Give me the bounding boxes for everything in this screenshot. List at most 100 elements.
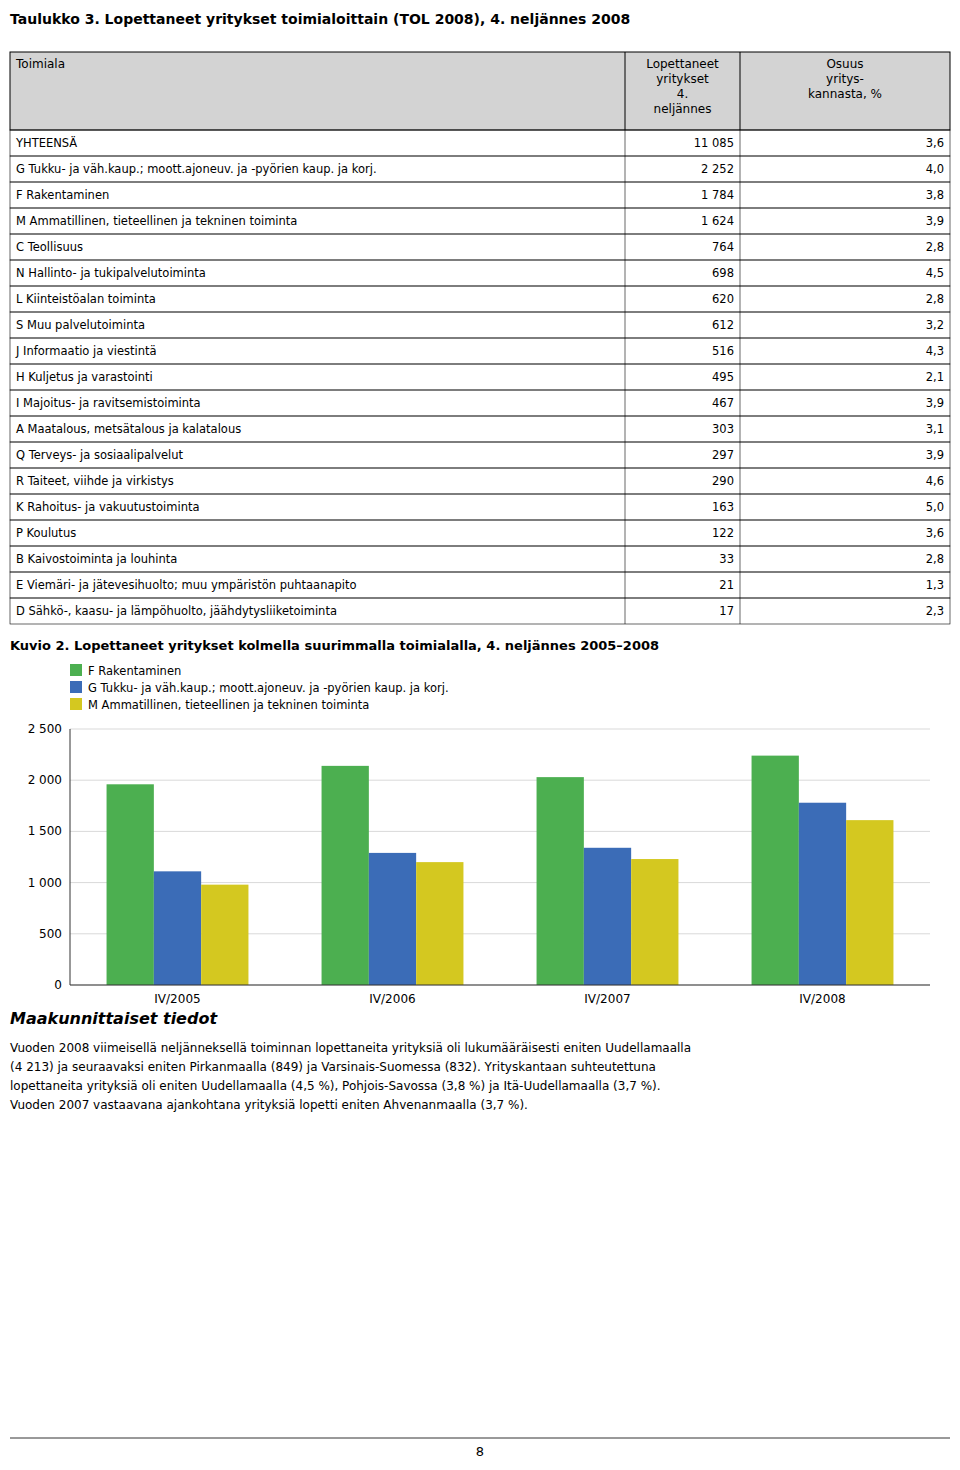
y-axis: 05001 0001 5002 0002 500 [28, 722, 930, 992]
page: Taulukko 3. Lopettaneet yritykset toimia… [0, 0, 960, 1470]
footer-line [10, 1438, 950, 1439]
chart: Kuvio 2. Lopettaneet yritykset kolmella … [10, 638, 930, 1006]
table-cell: 303 [712, 422, 734, 436]
table-cell: 495 [712, 370, 734, 384]
table-border [625, 390, 626, 416]
table-cell: 21 [719, 578, 734, 592]
table-cell: L Kiinteistöalan toiminta [16, 292, 156, 306]
table-header-line: kannasta, % [808, 87, 882, 101]
y-tick-label: 1 000 [28, 876, 62, 890]
table-cell: 122 [712, 526, 734, 540]
bar [154, 871, 201, 985]
table-cell: R Taiteet, viihde ja virkistys [16, 474, 174, 488]
body-text: lopettaneita yrityksiä oli eniten Uudell… [10, 1079, 661, 1093]
page-number: 8 [476, 1444, 484, 1459]
legend: F Rakentaminen G Tukku- ja väh.kaup.; moo… [70, 664, 449, 712]
grid-line [70, 780, 930, 781]
y-tick-label: 500 [39, 927, 62, 941]
table-border [740, 598, 741, 624]
table-border [740, 572, 741, 598]
table-row [10, 286, 950, 312]
page-title: Taulukko 3. Lopettaneet yritykset toimia… [10, 11, 630, 27]
table-row [10, 234, 950, 260]
table-cell: S Muu palvelutoiminta [16, 318, 145, 332]
table-cell: C Teollisuus [16, 240, 83, 254]
table-cell: N Hallinto- ja tukipalvelutoiminta [16, 266, 206, 280]
legend-entry: F Rakentaminen [88, 664, 181, 678]
table-row [10, 390, 950, 416]
y-tick-label: 0 [54, 978, 62, 992]
legend-swatch [70, 681, 82, 693]
table-border [740, 546, 741, 572]
table-row [10, 546, 950, 572]
section-title: Maakunnittaiset tiedot [10, 1009, 218, 1028]
x-tick-label: IV/2006 [369, 992, 415, 1006]
table-border [740, 156, 741, 182]
table-cell: J Informaatio ja viestintä [15, 344, 157, 358]
x-tick-label: IV/2008 [799, 992, 845, 1006]
table-cell: 290 [712, 474, 734, 488]
table-cell: 297 [712, 448, 734, 462]
table-cell: 17 [719, 604, 734, 618]
table-cell: G Tukku- ja väh.kaup.; moott.ajoneuv. ja… [16, 162, 377, 176]
body-text: (4 213) ja seuraavaksi eniten Pirkanmaal… [10, 1060, 656, 1074]
bar [416, 862, 463, 985]
grid-line [70, 985, 930, 986]
y-tick-label: 2 500 [28, 722, 62, 736]
legend-entry: M Ammatillinen, tieteellinen ja tekninen… [88, 698, 369, 712]
table-row [10, 572, 950, 598]
bar [799, 803, 846, 985]
bar [584, 848, 631, 985]
table-cell: 1,3 [926, 578, 944, 592]
table-border [625, 52, 626, 130]
x-tick-label: IV/2007 [584, 992, 630, 1006]
table-cell: 2,8 [926, 552, 944, 566]
table-header-line: yritykset [656, 72, 709, 86]
table-border [625, 546, 626, 572]
table-cell: 4,6 [926, 474, 944, 488]
table-row [10, 130, 950, 156]
table-border [625, 260, 626, 286]
table-border [625, 598, 626, 624]
legend-swatch [70, 664, 82, 676]
table-border [740, 390, 741, 416]
table-header: Lopettaneetyritykset4.neljännes [646, 57, 719, 116]
table-cell: 2,3 [926, 604, 944, 618]
table-border [625, 572, 626, 598]
table: ToimialaLopettaneetyritykset4.neljännesO… [10, 52, 950, 624]
table-header-line: Lopettaneet [646, 57, 719, 71]
x-tick-label: IV/2005 [154, 992, 200, 1006]
legend-swatch [70, 698, 82, 710]
table-cell: 5,0 [926, 500, 944, 514]
table-cell: 3,6 [926, 136, 944, 150]
table-cell: 2 252 [701, 162, 734, 176]
legend-entry: G Tukku- ja väh.kaup.; moott.ajoneuv. ja… [88, 681, 449, 695]
table-cell: 3,9 [926, 214, 944, 228]
table-row [10, 338, 950, 364]
table-border [625, 312, 626, 338]
table-cell: 3,9 [926, 448, 944, 462]
table-border [740, 260, 741, 286]
table-border [625, 520, 626, 546]
table-cell: 11 085 [694, 136, 734, 150]
table-cell: H Kuljetus ja varastointi [16, 370, 153, 384]
table-header-line: neljännes [654, 102, 712, 116]
body-text: Vuoden 2007 vastaavana ajankohtana yrity… [10, 1098, 528, 1112]
table-border [740, 130, 741, 156]
table-border [625, 442, 626, 468]
table-cell: 1 784 [701, 188, 734, 202]
table-border [625, 494, 626, 520]
table-cell: 4,5 [926, 266, 944, 280]
table-cell: 764 [712, 240, 734, 254]
y-tick-label: 2 000 [28, 773, 62, 787]
table-cell: 612 [712, 318, 734, 332]
table-cell: 1 624 [701, 214, 734, 228]
bar [322, 766, 369, 985]
table-cell: 698 [712, 266, 734, 280]
bar [752, 756, 799, 985]
table-header-line: 4. [677, 87, 688, 101]
table-border [740, 234, 741, 260]
table-border [740, 520, 741, 546]
table-header: Osuusyritys-kannasta, % [808, 57, 882, 101]
table-row [10, 208, 950, 234]
